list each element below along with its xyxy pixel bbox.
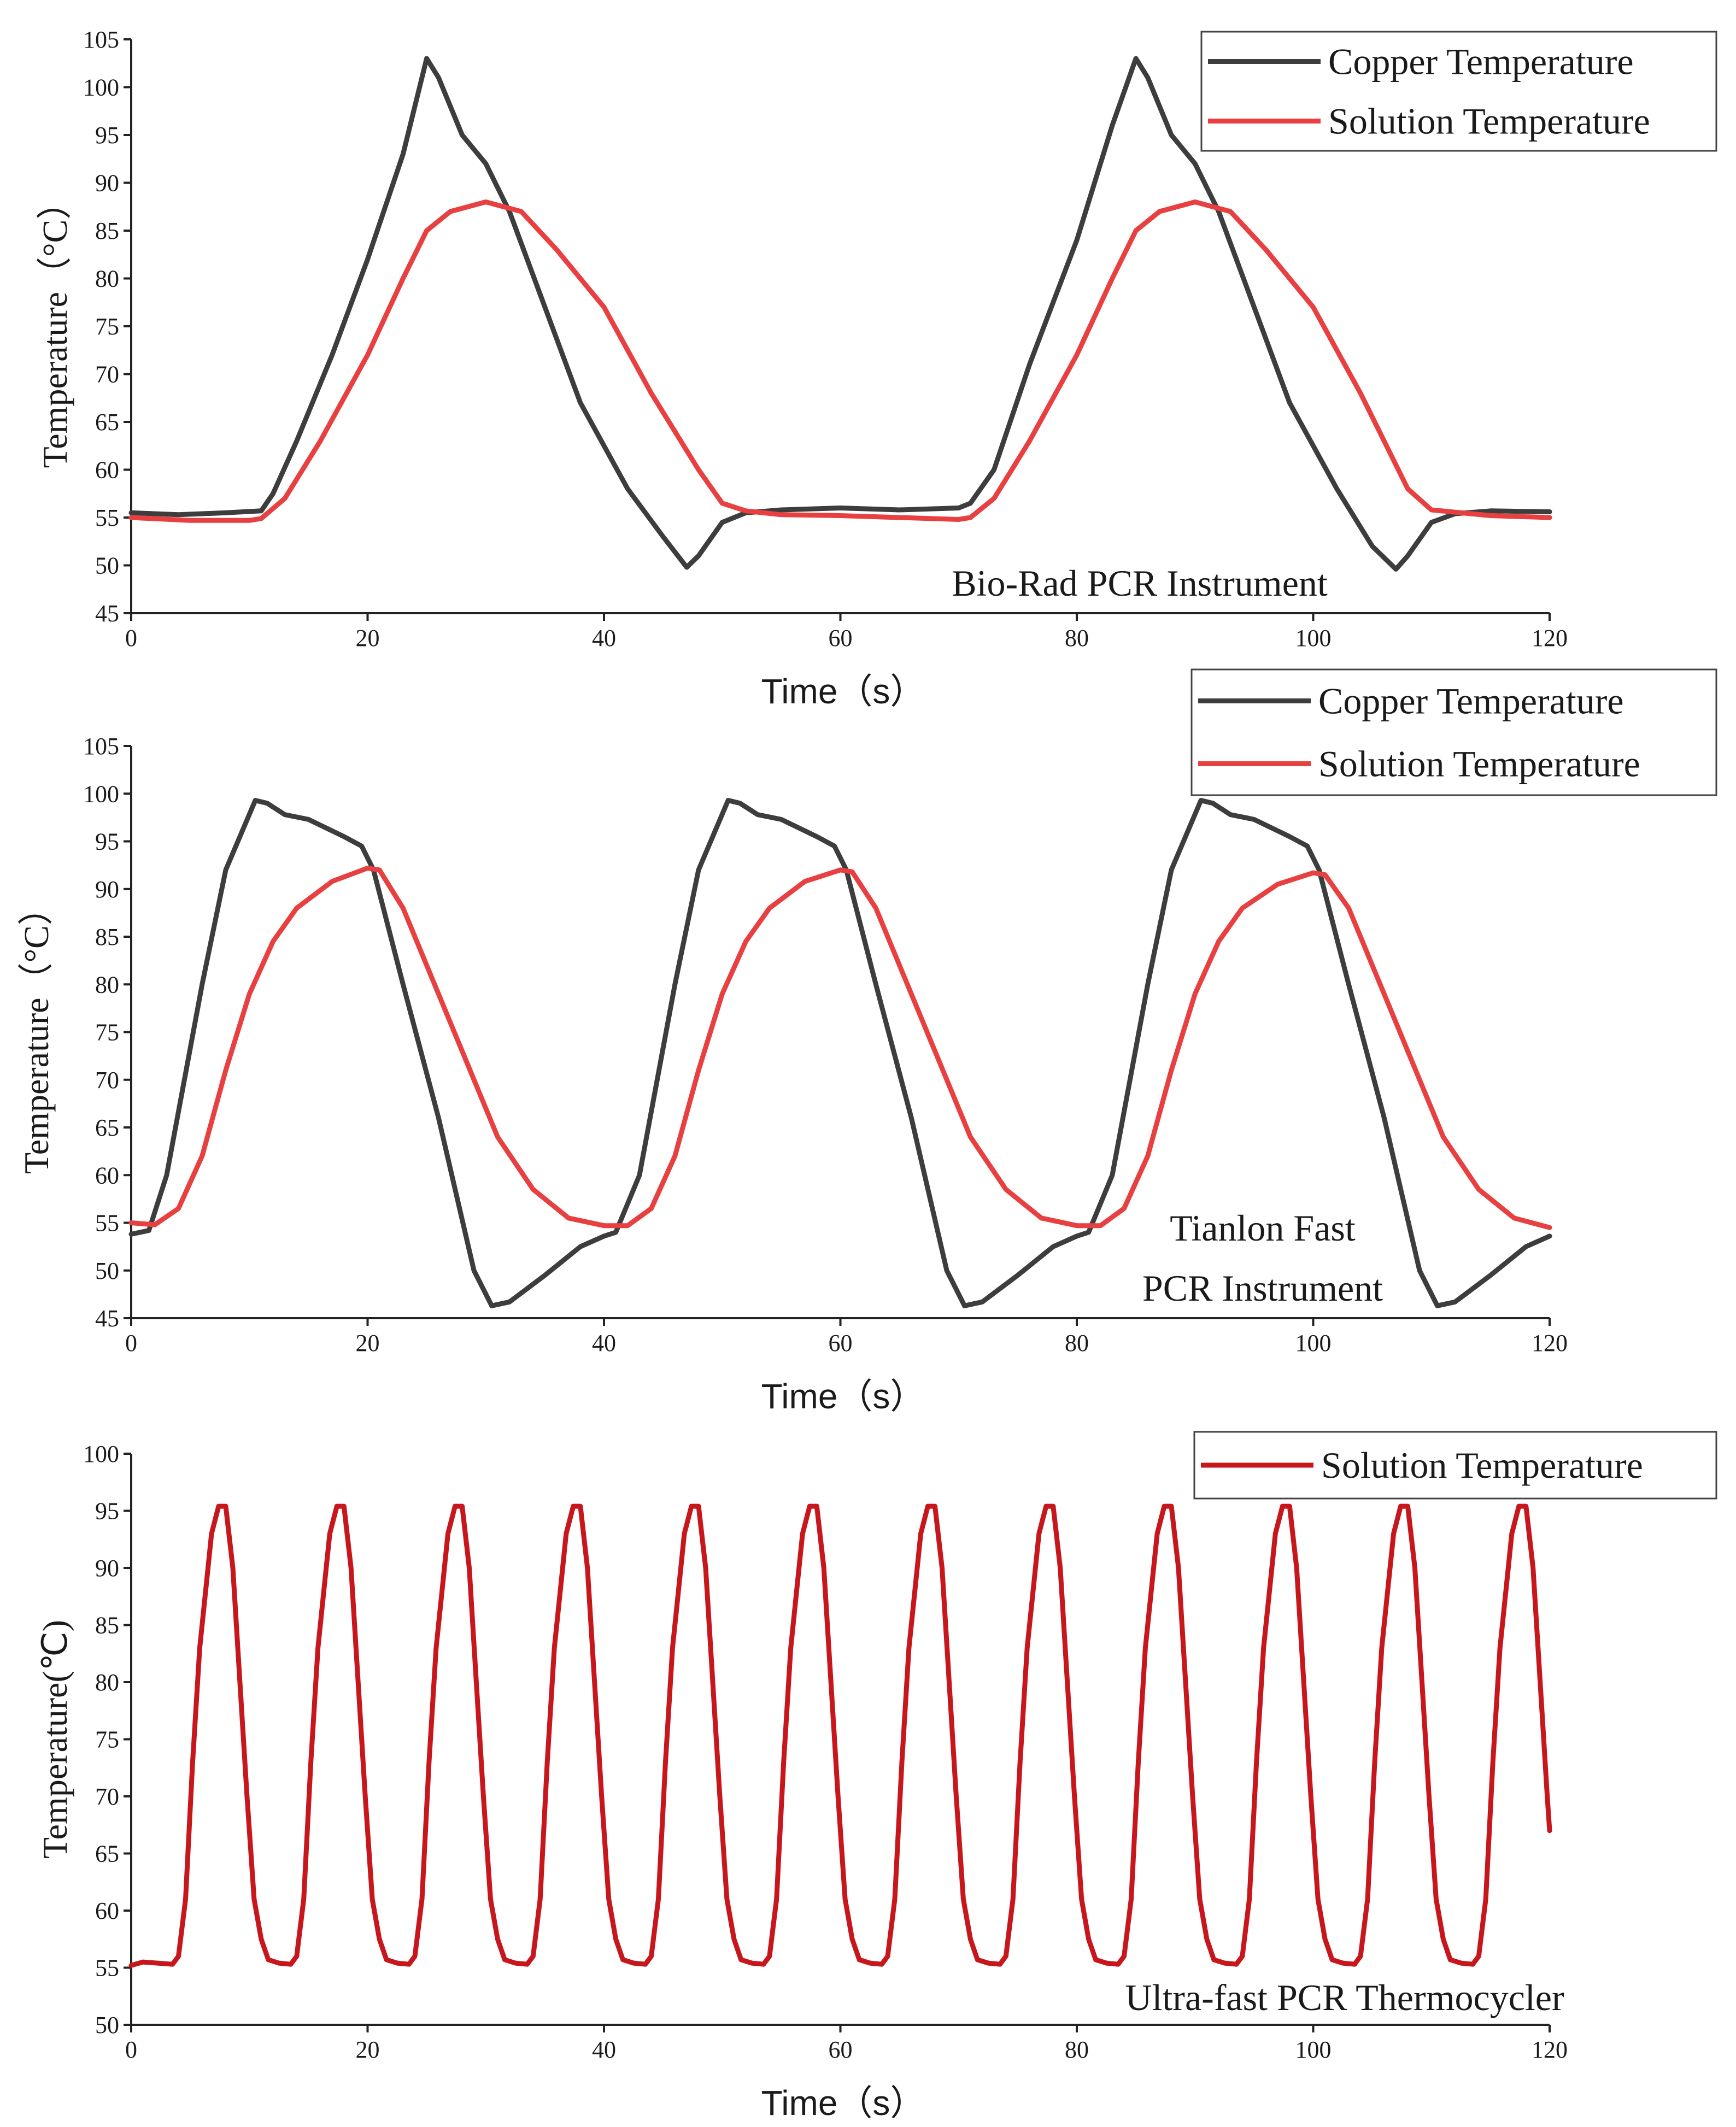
instrument-annotation: Bio-Rad PCR Instrument	[952, 562, 1328, 604]
instrument-annotation: Tianlon Fast	[1170, 1207, 1356, 1249]
x-tick-label: 40	[592, 1330, 616, 1356]
chart-panel-2: 45 50 55 60 65 70 75 80 85 90 95 100 105 0 20 40 60 80 100…	[17, 668, 1717, 1416]
x-tick-label: 40	[592, 2036, 616, 2063]
y-tick-label: 100	[83, 780, 119, 807]
y-tick-label: 85	[95, 924, 119, 950]
y-tick-label: 90	[95, 876, 119, 903]
y-axis-title: Temperature(℃)	[36, 1620, 74, 1859]
x-tick-label: 20	[356, 1330, 380, 1356]
series-line-copper-temperature	[128, 56, 1552, 572]
y-tick-label: 60	[95, 1162, 119, 1189]
legend-label: Solution Temperature	[1318, 743, 1640, 785]
x-tick-label: 60	[829, 1330, 853, 1356]
y-tick-label: 70	[95, 1067, 119, 1094]
y-tick-label: 100	[83, 74, 119, 101]
x-tick-label: 60	[829, 2036, 853, 2063]
y-tick-label: 95	[95, 829, 119, 855]
legend-label: Solution Temperature	[1328, 101, 1650, 142]
x-axis-title: Time（s）	[761, 1377, 925, 1416]
y-axis-title: Temperature（°C）	[17, 890, 56, 1174]
y-tick-label: 80	[95, 971, 119, 998]
y-axis-title: Temperature（°C）	[36, 185, 74, 468]
chart-panel-3: 50 55 60 65 70 75 80 85 90 95 100 0 20 40 60 80 100 120 Ti…	[36, 1431, 1717, 2123]
y-tick-label: 65	[95, 1841, 119, 1867]
x-tick-label: 120	[1532, 625, 1568, 651]
x-tick-label: 80	[1065, 625, 1089, 651]
y-tick-label: 65	[95, 1114, 119, 1141]
x-tick-label: 120	[1532, 1330, 1568, 1356]
x-tick-label: 120	[1532, 2036, 1568, 2063]
series-line-solution-temperature	[128, 199, 1552, 523]
legend-label: Copper Temperature	[1318, 680, 1624, 722]
y-tick-label: 45	[95, 600, 119, 627]
instrument-annotation: PCR Instrument	[1142, 1267, 1383, 1309]
x-tick-label: 80	[1065, 2036, 1089, 2063]
y-tick-label: 55	[95, 1210, 119, 1237]
y-tick-label: 70	[95, 361, 119, 388]
series-line-copper-temperature	[128, 798, 1552, 1308]
y-tick-label: 100	[83, 1441, 119, 1467]
y-tick-label: 95	[95, 122, 119, 149]
instrument-annotation: Ultra-fast PCR Thermocycler	[1125, 1977, 1564, 2018]
y-tick-label: 90	[95, 1555, 119, 1582]
y-tick-label: 75	[95, 1019, 119, 1046]
x-tick-label: 0	[125, 2036, 137, 2063]
y-tick-label: 60	[95, 457, 119, 484]
y-tick-label: 50	[95, 553, 119, 579]
legend-box	[1190, 668, 1717, 796]
y-tick-label: 65	[95, 409, 119, 436]
series-line-solution-temperature	[128, 1503, 1552, 1968]
y-tick-label: 95	[95, 1498, 119, 1525]
legend-label: Solution Temperature	[1321, 1444, 1643, 1486]
y-tick-label: 90	[95, 170, 119, 197]
series-line-solution-temperature	[128, 865, 1552, 1230]
legend: Copper Temperature Solution Temperature	[1190, 668, 1717, 796]
y-tick-label: 75	[95, 1726, 119, 1753]
y-tick-label: 105	[83, 26, 119, 53]
y-tick-label: 55	[95, 1955, 119, 1982]
y-tick-label: 85	[95, 1612, 119, 1639]
x-tick-label: 20	[356, 2036, 380, 2063]
legend-box	[1200, 31, 1717, 152]
y-tick-label: 85	[95, 218, 119, 244]
chart-panel-1: 45 50 55 60 65 70 75 80 85 90 95 100 105 0 20 40 60 80 100…	[36, 26, 1717, 711]
x-tick-label: 100	[1295, 1330, 1332, 1356]
y-tick-label: 80	[95, 266, 119, 292]
legend: Solution Temperature	[1193, 1431, 1717, 1500]
y-tick-label: 75	[95, 313, 119, 340]
y-tick-label: 70	[95, 1783, 119, 1810]
x-tick-label: 60	[829, 625, 853, 651]
x-tick-label: 0	[125, 625, 137, 651]
y-tick-label: 50	[95, 2012, 119, 2038]
y-tick-label: 80	[95, 1669, 119, 1696]
x-tick-label: 20	[356, 625, 380, 651]
x-tick-label: 40	[592, 625, 616, 651]
x-axis-title: Time（s）	[761, 672, 925, 711]
y-tick-label: 55	[95, 504, 119, 531]
x-tick-label: 100	[1295, 2036, 1332, 2063]
x-axis-title: Time（s）	[761, 2083, 925, 2123]
y-tick-label: 50	[95, 1258, 119, 1284]
y-tick-label: 60	[95, 1897, 119, 1924]
x-tick-label: 80	[1065, 1330, 1089, 1356]
legend: Copper Temperature Solution Temperature	[1200, 31, 1717, 152]
y-tick-label: 105	[83, 733, 119, 760]
x-tick-label: 100	[1295, 625, 1332, 651]
legend-label: Copper Temperature	[1328, 41, 1634, 83]
y-tick-label: 45	[95, 1305, 119, 1332]
x-tick-label: 0	[125, 1330, 137, 1356]
